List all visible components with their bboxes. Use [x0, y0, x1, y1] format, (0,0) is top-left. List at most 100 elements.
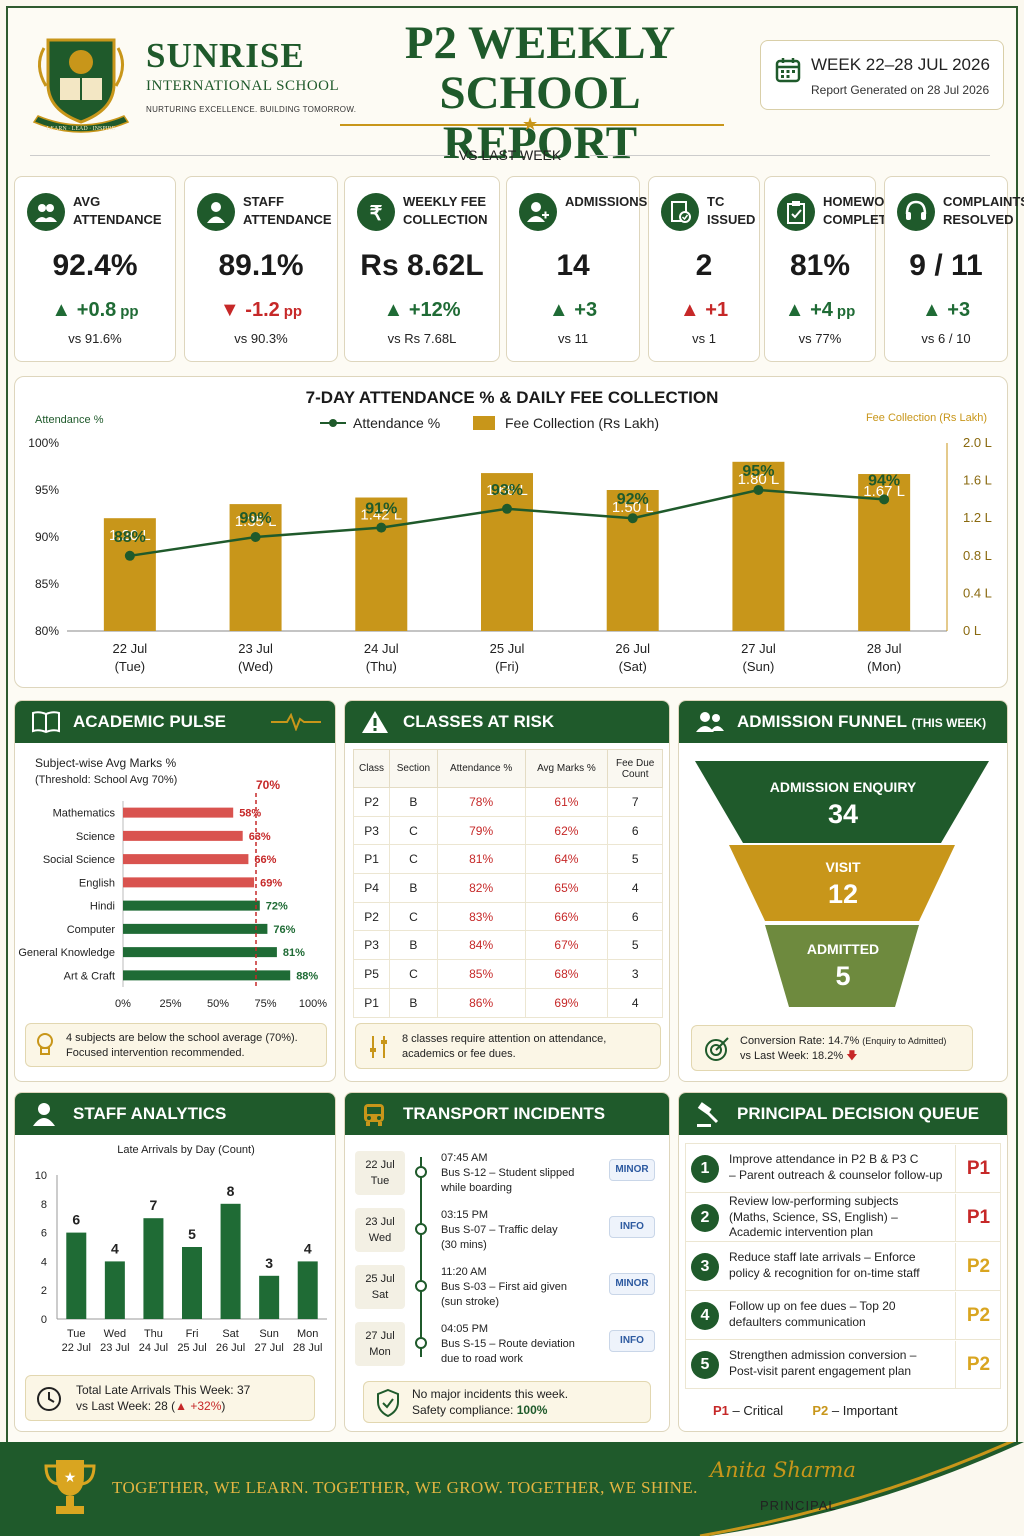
funnel-stage-admitted: ADMITTED 5 [806, 941, 880, 991]
attendance-point [376, 522, 387, 533]
pulse-icon [271, 713, 321, 731]
late-arrival-value: 5 [188, 1226, 196, 1242]
table-cell: B [389, 787, 438, 817]
kpi-delta: ▼ -1.2 pp [219, 299, 303, 321]
late-arrival-value: 6 [72, 1212, 80, 1228]
kpi-card: AVG ATTENDANCE 92.4% ▲ +0.8 pp vs 91.6% [14, 176, 176, 362]
table-cell: 3 [607, 959, 663, 989]
funnel-stage-visit-shape [729, 845, 955, 921]
kpi-vs: vs Rs 7.68L [387, 331, 457, 346]
late-x-sub-tick: 28 Jul [293, 1342, 322, 1354]
star-icon: ★ [522, 114, 539, 134]
incident-severity-badge: MINOR [609, 1273, 655, 1295]
table-cell: 85% [436, 959, 526, 989]
fee-bar [229, 504, 282, 631]
lightbulb-icon [37, 1033, 53, 1055]
late-x-tick: Sun [259, 1328, 279, 1340]
y-tick-label: 95% [35, 483, 59, 497]
table-cell: P1 [352, 987, 391, 1018]
subject-value-label: 76% [273, 924, 295, 936]
funnel-stage-visit: VISIT 12 [825, 859, 861, 909]
decision-priority: P2 [955, 1292, 1001, 1339]
late-x-tick: Fri [186, 1328, 199, 1340]
subject-label: Mathematics [53, 808, 116, 820]
subject-value-label: 81% [283, 947, 305, 959]
kpi-label: WEEKLY FEE COLLECTION [403, 194, 488, 227]
kpi-card: ADMISSIONS 14 ▲ +3 vs 11 [506, 176, 647, 362]
decision-priority: P2 [955, 1243, 1001, 1290]
kpi-label: ADMISSIONS [565, 194, 648, 209]
subject-label: General Knowledge [18, 947, 115, 959]
legend-fee: Fee Collection (Rs Lakh) [505, 415, 659, 431]
up-triangle-icon: ▲ [51, 299, 77, 321]
incident-date: 27 Jul Mon [355, 1322, 405, 1366]
late-arrival-bar [297, 1261, 318, 1319]
report-title: P2 WEEKLY SCHOOL REPORT [404, 17, 676, 169]
late-x-tick: Thu [144, 1328, 163, 1340]
kpi-label: STAFF ATTENDANCE [243, 194, 332, 227]
subject-label: English [79, 877, 115, 889]
table-cell: 5 [607, 844, 663, 875]
decision-number: 2 [691, 1204, 719, 1232]
late-x-sub-tick: 22 Jul [62, 1342, 91, 1354]
x-tick-label: 25 Jul [490, 641, 525, 656]
up-triangle-icon: ▲ [921, 299, 948, 321]
late-x-tick: Tue [67, 1328, 86, 1340]
up-triangle-icon: ▲ [784, 299, 811, 321]
incident-severity-badge: INFO [609, 1330, 655, 1352]
decision-number: 1 [691, 1155, 719, 1183]
subject-bar [123, 807, 234, 818]
table-cell: 4 [607, 873, 663, 903]
decision-item: 4 Follow up on fee dues – Top 20 defaulte… [685, 1292, 1001, 1340]
funnel-stage-enquiry-shape [695, 761, 989, 843]
late-arrival-bar [104, 1261, 125, 1319]
table-cell: B [389, 987, 438, 1018]
table-row: P1 C 81% 64% 5 [352, 844, 663, 875]
table-row: P4 B 82% 65% 4 [352, 873, 663, 903]
bus-icon [364, 1104, 384, 1126]
subject-label: Computer [67, 924, 116, 936]
kpi-delta: ▲ +0.8 pp [51, 299, 139, 321]
subject-chart-subtitle: (Threshold: School Avg 70%) [35, 774, 177, 786]
y2-tick-label: 1.6 L [963, 473, 992, 488]
list-item: 22 Jul Tue 07:45 AM Bus S-12 – Student slip… [355, 1151, 655, 1199]
table-cell: 62% [524, 815, 609, 846]
decision-priority: P1 [955, 1194, 1001, 1241]
table-cell: 79% [436, 815, 526, 846]
late-x-sub-tick: 25 Jul [177, 1342, 206, 1354]
subject-value-label: 88% [296, 970, 318, 982]
down-triangle-icon: ▼ [219, 299, 246, 321]
kpi-delta: ▲ +4 pp [784, 299, 856, 321]
list-item: 25 Jul Sat 11:20 AM Bus S-03 – First aid gi… [355, 1265, 655, 1313]
decision-number: 3 [691, 1253, 719, 1281]
person-icon [197, 193, 235, 231]
subject-bar [123, 877, 255, 888]
chart-title: 7-DAY ATTENDANCE % & DAILY FEE COLLECTIO… [306, 388, 719, 407]
risk-column-header: Attendance % [436, 749, 526, 788]
table-cell: B [389, 930, 438, 961]
attendance-point-label: 91% [365, 501, 397, 518]
late-y-tick: 2 [41, 1285, 47, 1297]
table-row: P3 C 79% 62% 6 [352, 815, 663, 846]
subject-x-tick: 75% [254, 998, 276, 1010]
admission-funnel-panel: ADMISSION FUNNEL (THIS WEEK) ADMISSION E… [678, 700, 1008, 1082]
decision-item: 2 Review low-performing subjects (Maths, … [685, 1194, 1001, 1242]
table-cell: P4 [352, 873, 391, 903]
table-cell: B [389, 873, 438, 903]
people-icon [27, 193, 65, 231]
timeline-dot [415, 1223, 427, 1235]
incident-date: 25 Jul Sat [355, 1265, 405, 1309]
subject-value-label: 66% [254, 854, 276, 866]
funnel-stage-enquiry: ADMISSION ENQUIRY 34 [769, 779, 917, 829]
svg-text:LEARN · LEAD · INSPIRE: LEARN · LEAD · INSPIRE [47, 126, 116, 132]
decision-number: 5 [691, 1351, 719, 1379]
late-chart-title: Late Arrivals by Day (Count) [117, 1144, 255, 1156]
up-triangle-icon: ▲ [548, 299, 575, 321]
subject-bar [123, 923, 268, 934]
kpi-delta: ▲ +3 [921, 299, 971, 321]
fee-bar-label: 1.20 L [109, 527, 151, 544]
kpi-vs: vs 6 / 10 [921, 331, 971, 346]
kpi-value: 89.1% [218, 249, 304, 282]
attendance-point-label: 92% [617, 491, 649, 508]
funnel-shapes [695, 761, 989, 1007]
